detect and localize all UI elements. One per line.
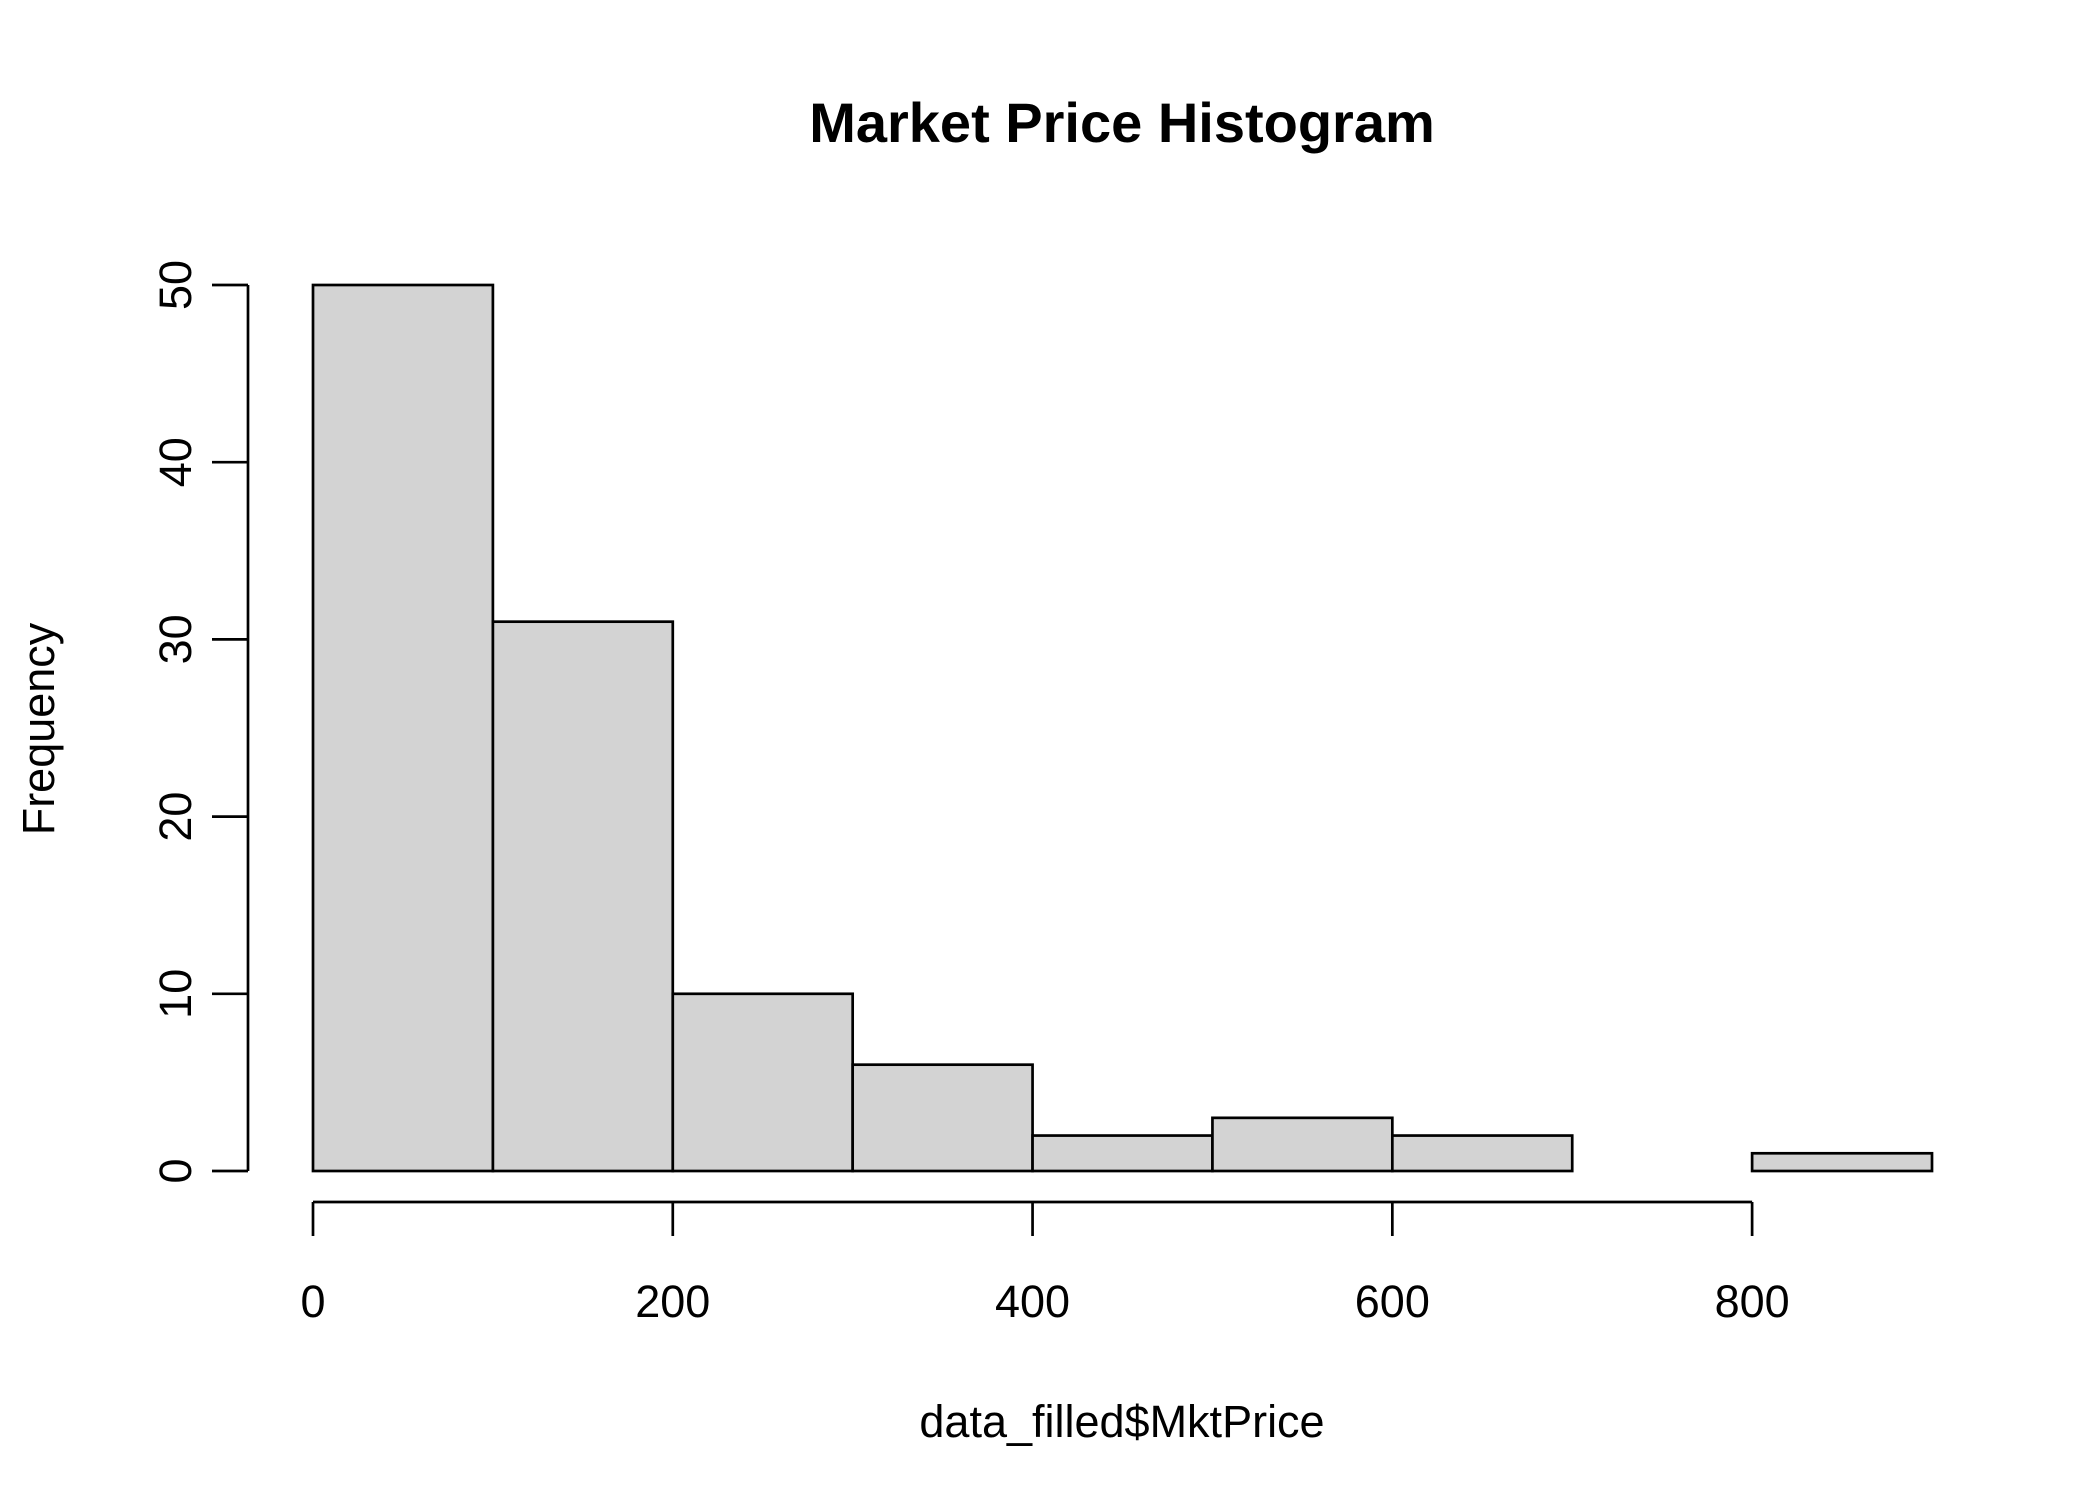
x-axis: 0 200 400 600 800 [300, 1200, 1790, 1327]
bars-group [311, 283, 1934, 1173]
y-tick-label-30: 30 [150, 614, 201, 664]
x-tick-label-200: 200 [635, 1276, 710, 1327]
histogram-bar-100-200 [491, 620, 675, 1173]
x-tick-label-400: 400 [995, 1276, 1070, 1327]
histogram-bar-800-900 [1750, 1151, 1934, 1173]
histogram-bar-300-400 [851, 1063, 1034, 1173]
y-tick-label-50: 50 [150, 260, 201, 310]
x-tick-label-800: 800 [1715, 1276, 1790, 1327]
histogram-bar-200-300 [671, 992, 855, 1173]
histogram-bar-600-700 [1390, 1134, 1574, 1173]
x-tick-label-0: 0 [300, 1276, 325, 1327]
x-axis-label: data_filled$MktPrice [919, 1396, 1324, 1447]
histogram-bar-400-500 [1031, 1134, 1214, 1173]
histogram-bar-500-600 [1211, 1116, 1394, 1173]
y-tick-label-40: 40 [150, 437, 201, 487]
y-tick-label-20: 20 [150, 792, 201, 842]
y-tick-label-10: 10 [150, 969, 201, 1019]
x-tick-label-600: 600 [1355, 1276, 1430, 1327]
chart-title: Market Price Histogram [809, 91, 1435, 154]
y-axis: 0 10 20 30 40 50 [150, 260, 250, 1184]
histogram-bar-0-100 [311, 283, 495, 1173]
y-tick-label-0: 0 [150, 1158, 201, 1183]
y-axis-label: Frequency [13, 622, 64, 835]
